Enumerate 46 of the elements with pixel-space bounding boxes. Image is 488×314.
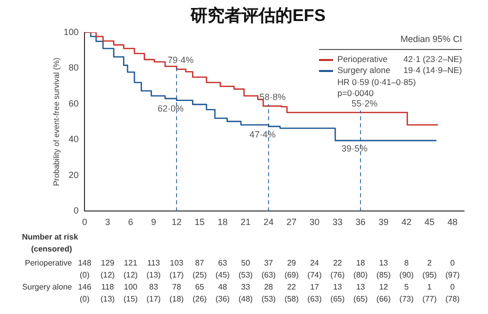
annotation: 79·4% bbox=[168, 55, 194, 66]
x-tick-label: 30 bbox=[310, 217, 320, 228]
x-tick-label: 39 bbox=[378, 217, 389, 228]
chart-title: 研究者评估的EFS bbox=[189, 6, 326, 25]
y-tick-label: 20 bbox=[68, 170, 79, 180]
x-tick-label: 48 bbox=[447, 217, 458, 228]
annotation: p=0·0040 bbox=[336, 88, 375, 100]
annotation: 19·4 (14·9–NE) bbox=[403, 65, 462, 77]
annotation: 58·8% bbox=[260, 92, 286, 102]
x-tick-label: 15 bbox=[194, 217, 205, 228]
x-tick-label: 33 bbox=[332, 217, 343, 228]
text: Surgery alone bbox=[22, 282, 72, 292]
y-tick-label: 0 bbox=[74, 206, 79, 216]
annotation: 55·2% bbox=[352, 98, 378, 108]
text: Number at risk bbox=[22, 232, 79, 242]
annotation: HR 0·59 (0·41–0·85) bbox=[336, 76, 417, 88]
y-axis-title: Probability of event-free survival (%) bbox=[52, 57, 62, 186]
x-tick-label: 18 bbox=[218, 217, 228, 228]
y-tick-label: 100 bbox=[64, 26, 79, 37]
y-tick-label: 40 bbox=[68, 134, 79, 144]
legend-title: Median 95% CI bbox=[319, 34, 462, 50]
annotation: 39·5% bbox=[342, 144, 368, 154]
text: (0) (13) (15) (17) (18) (26) (36) (48) (53) (58) (63) (65) (65) (66) (73) (77) (78) bbox=[80, 294, 460, 304]
x-tick-label: 36 bbox=[356, 217, 366, 228]
annotation: 47·4% bbox=[250, 129, 276, 140]
legend-label: Perioperative bbox=[337, 54, 388, 66]
x-tick-label: 27 bbox=[286, 217, 297, 228]
text: Perioperative bbox=[24, 258, 72, 268]
legend-label: Surgery alone bbox=[337, 65, 392, 77]
text: (0) (12) (12) (13) (17) (25) (45) (53) (63) (69) (74) (76) (80) (85) (90) (95) (97) bbox=[80, 270, 460, 280]
text: 146 118 100 83 78 65 48 33 28 22 17 13 13 12 5 1 0 bbox=[78, 282, 455, 292]
x-tick-label: 9 bbox=[151, 217, 156, 228]
x-tick-label: 12 bbox=[172, 217, 182, 228]
x-tick-label: 42 bbox=[402, 217, 412, 228]
y-tick-label: 60 bbox=[68, 98, 79, 108]
y-tick-label: 80 bbox=[68, 62, 79, 73]
x-tick-label: 6 bbox=[128, 217, 134, 228]
annotation: 42·1 (23·2–NE) bbox=[403, 54, 462, 66]
text: 148 129 121 113 103 87 63 50 37 29 24 22 18 13 8 2 0 bbox=[78, 258, 455, 268]
x-tick-label: 45 bbox=[424, 217, 435, 228]
x-tick-label: 21 bbox=[240, 217, 251, 228]
x-tick-label: 3 bbox=[105, 217, 110, 228]
annotation: 62·0% bbox=[158, 103, 184, 114]
x-tick-label: 24 bbox=[264, 217, 274, 228]
text: (censored) bbox=[31, 244, 72, 254]
x-tick-label: 0 bbox=[82, 217, 88, 228]
